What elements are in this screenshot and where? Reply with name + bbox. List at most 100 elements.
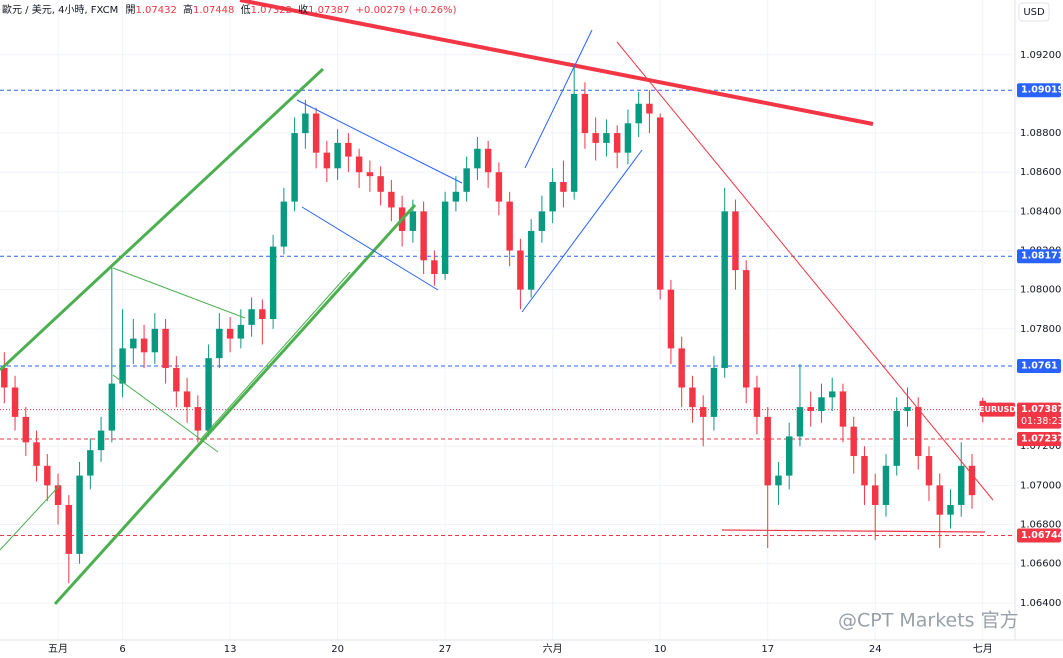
candle-body [237,324,245,339]
candle-body [689,387,696,408]
low-value: 1.07322 [251,5,292,16]
candle-body [11,387,19,417]
trend-line [53,203,417,606]
candle-body [420,211,427,261]
candle-body [484,148,492,173]
candle-body [162,328,169,368]
trend-line [112,374,219,453]
symbol: 歐元 / 美元, 4小時, FXCM [2,3,118,16]
candle-body [44,465,51,486]
candle-body [355,156,363,173]
trend-line [0,484,61,551]
candle-body [570,93,578,192]
candle-body [441,201,449,275]
last-price-badge [1017,402,1061,429]
drawings [0,0,994,606]
candle-body [474,148,481,169]
candle-body [850,426,857,457]
x-tick-label: 17 [761,644,774,655]
y-tick-label: 1.06400 [1020,598,1061,609]
open-value: 1.07432 [135,5,176,16]
candle-body [463,168,470,192]
header: 歐元 / 美元, 4小時, FXCM 開1.07432 高1.07448 低1.… [2,3,457,16]
candle-body [764,416,771,486]
x-tick-label: 27 [439,644,452,655]
price-badge [1017,249,1061,264]
x-tick-label: 20 [331,644,344,655]
candle-body [721,211,728,368]
trend-line [616,41,994,501]
candle-body [882,465,890,505]
candle-body [452,191,460,202]
candle-body [323,152,331,169]
watermark: @CPT Markets 官方 [838,610,1019,632]
candle-body [915,407,922,457]
candle-body [377,176,384,192]
axes: 1.064001.066001.068001.070001.072001.074… [48,50,1063,655]
candle-body [732,211,739,271]
candle-body [248,309,255,325]
candle-body [958,465,965,505]
y-tick-label: 1.09200 [1020,50,1061,61]
y-tick-label: 1.06800 [1020,520,1061,531]
y-tick-label: 1.08800 [1020,128,1061,139]
price-badge [1017,83,1061,98]
price-badge [1017,358,1061,373]
x-tick-label: 24 [869,644,882,655]
countdown: 01:38:23 [1021,416,1063,427]
channel-line [296,99,463,184]
candle-body [345,142,352,157]
x-tick-label: 七月 [973,643,993,655]
candle-body [173,367,180,392]
close-label: 收 [298,3,308,16]
candles [1,64,986,584]
x-tick-label: 六月 [543,643,563,655]
candle-body [538,211,546,231]
currency-button[interactable] [1018,2,1050,22]
y-tick-label: 1.06600 [1020,559,1061,570]
candle-body [366,172,374,177]
price-levels [0,89,1015,536]
candle-body [839,391,847,427]
candle-body [388,191,395,208]
candle-body [549,182,556,212]
close-value: 1.07387 [308,5,349,16]
y-tick-label: 1.07000 [1020,480,1061,491]
x-tick-label: 6 [119,644,125,655]
candle-body [291,133,298,202]
candle-body [635,103,642,124]
candle-body [581,93,589,134]
open-label: 開 [125,4,135,16]
candle-body [818,397,825,412]
candle-body [269,246,277,320]
candle-body [87,450,94,476]
trend-line [112,267,246,319]
price-badge-label: 1.06744 [1021,530,1063,541]
candle-body [656,117,664,290]
candle-body [710,367,718,417]
candle-body [624,123,632,153]
candle-body [334,142,341,169]
candle-body [667,289,675,349]
candle-body [140,338,148,353]
candle-body [527,230,535,290]
y-tick-label: 1.08600 [1020,167,1061,178]
candle-body [560,182,567,192]
x-tick-label: 13 [224,644,237,655]
candle-body [54,485,62,505]
price-badge-label: 1.0761 [1021,360,1058,371]
trend-line [0,67,325,372]
candle-body [216,328,223,359]
candle-body [506,201,513,251]
last-price-label: 1.07387 [1021,404,1063,415]
x-tick-label: 五月 [48,643,68,655]
support-line [721,529,986,533]
price-badge [1017,431,1061,446]
channel-line [301,206,439,291]
candle-body [893,411,900,466]
candle-body [904,407,911,412]
candle-body [33,442,40,466]
candle-body [151,328,159,353]
candle-body [280,201,288,247]
